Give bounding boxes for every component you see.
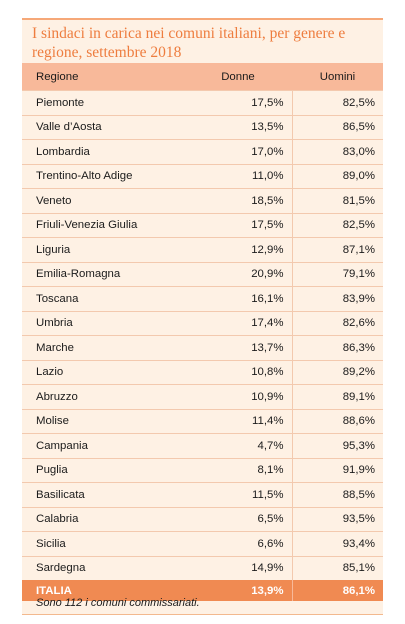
table-row: Sardegna 14,9% 85,1%: [22, 555, 383, 580]
cell-donne: 20,9%: [184, 261, 293, 287]
cell-donne: 13,5%: [184, 114, 293, 140]
cell-donne: 4,7%: [184, 433, 293, 458]
cell-regione: Veneto: [22, 188, 184, 213]
cell-regione: Toscana: [22, 286, 184, 311]
table-row: Abruzzo 10,9% 89,1%: [22, 384, 383, 409]
cell-uomini: 82,5%: [292, 90, 383, 115]
cell-donne: 17,5%: [184, 90, 293, 115]
cell-regione: Marche: [22, 335, 184, 360]
cell-donne: 6,5%: [184, 506, 293, 532]
cell-donne: 6,6%: [184, 531, 293, 556]
table-row: Toscana 16,1% 83,9%: [22, 286, 383, 311]
cell-donne: 13,7%: [184, 335, 293, 360]
cell-uomini: 93,4%: [292, 531, 383, 556]
cell-uomini: 79,1%: [292, 261, 383, 287]
cell-regione: Calabria: [22, 506, 184, 532]
table-row: Piemonte 17,5% 82,5%: [22, 90, 383, 115]
table-row: Molise 11,4% 88,6%: [22, 408, 383, 434]
header-regione: Regione: [22, 63, 184, 91]
cell-regione: Piemonte: [22, 90, 184, 115]
cell-uomini: 82,6%: [292, 310, 383, 336]
table-row: Valle d’Aosta 13,5% 86,5%: [22, 114, 383, 140]
table-title: I sindaci in carica nei comuni italiani,…: [32, 25, 346, 61]
header-row: Regione Donne Uomini: [22, 63, 383, 91]
cell-regione: Campania: [22, 433, 184, 458]
table-row: Emilia-Romagna 20,9% 79,1%: [22, 261, 383, 287]
table-row: Lazio 10,8% 89,2%: [22, 359, 383, 385]
cell-donne: 11,0%: [184, 163, 293, 189]
cell-regione: Emilia-Romagna: [22, 261, 184, 287]
cell-uomini: 93,5%: [292, 506, 383, 532]
cell-regione: Sicilia: [22, 531, 184, 556]
cell-uomini: 89,2%: [292, 359, 383, 385]
total-row: ITALIA 13,9% 86,1%: [22, 580, 383, 601]
cell-uomini: 87,1%: [292, 237, 383, 262]
table-row: Marche 13,7% 86,3%: [22, 335, 383, 360]
cell-uomini: 83,0%: [292, 139, 383, 164]
table-body: Piemonte 17,5% 82,5% Valle d’Aosta 13,5% 86,5…: [22, 90, 383, 580]
table-row: Friuli-Venezia Giulia 17,5% 82,5%: [22, 212, 383, 238]
footnote: Sono 112 i comuni commissariati.: [36, 597, 200, 609]
cell-donne: 17,0%: [184, 139, 293, 164]
total-donne: 13,9%: [184, 580, 293, 601]
cell-donne: 14,9%: [184, 555, 293, 580]
table-row: Basilicata 11,5% 88,5%: [22, 482, 383, 507]
cell-donne: 10,8%: [184, 359, 293, 385]
header-uomini: Uomini: [292, 63, 383, 91]
table-row: Lombardia 17,0% 83,0%: [22, 139, 383, 164]
cell-regione: Basilicata: [22, 482, 184, 507]
cell-regione: Friuli-Venezia Giulia: [22, 212, 184, 238]
cell-regione: Umbria: [22, 310, 184, 336]
cell-uomini: 89,1%: [292, 384, 383, 409]
cell-donne: 11,4%: [184, 408, 293, 434]
cell-regione: Lazio: [22, 359, 184, 385]
total-regione: ITALIA: [22, 580, 184, 601]
cell-regione: Puglia: [22, 457, 184, 483]
table-row: Puglia 8,1% 91,9%: [22, 457, 383, 483]
table-row: Sicilia 6,6% 93,4%: [22, 531, 383, 556]
cell-uomini: 91,9%: [292, 457, 383, 483]
cell-regione: Valle d’Aosta: [22, 114, 184, 140]
cell-uomini: 89,0%: [292, 163, 383, 189]
cell-donne: 8,1%: [184, 457, 293, 483]
cell-regione: Sardegna: [22, 555, 184, 580]
cell-uomini: 88,6%: [292, 408, 383, 434]
table-row: Trentino-Alto Adige 11,0% 89,0%: [22, 163, 383, 189]
cell-regione: Lombardia: [22, 139, 184, 164]
table-row: Umbria 17,4% 82,6%: [22, 310, 383, 336]
cell-donne: 18,5%: [184, 188, 293, 213]
table-row: Calabria 6,5% 93,5%: [22, 506, 383, 532]
cell-uomini: 95,3%: [292, 433, 383, 458]
total-uomini: 86,1%: [292, 580, 383, 601]
cell-regione: Abruzzo: [22, 384, 184, 409]
cell-donne: 10,9%: [184, 384, 293, 409]
cell-donne: 17,4%: [184, 310, 293, 336]
cell-donne: 11,5%: [184, 482, 293, 507]
cell-regione: Trentino-Alto Adige: [22, 163, 184, 189]
table-row: Campania 4,7% 95,3%: [22, 433, 383, 458]
cell-uomini: 82,5%: [292, 212, 383, 238]
table-row: Veneto 18,5% 81,5%: [22, 188, 383, 213]
cell-regione: Liguria: [22, 237, 184, 262]
table-card: I sindaci in carica nei comuni italiani,…: [22, 18, 383, 615]
cell-regione: Molise: [22, 408, 184, 434]
cell-uomini: 88,5%: [292, 482, 383, 507]
header-donne: Donne: [184, 63, 292, 91]
cell-donne: 16,1%: [184, 286, 293, 311]
table-row: Liguria 12,9% 87,1%: [22, 237, 383, 262]
cell-uomini: 85,1%: [292, 555, 383, 580]
cell-uomini: 86,5%: [292, 114, 383, 140]
cell-uomini: 83,9%: [292, 286, 383, 311]
cell-uomini: 81,5%: [292, 188, 383, 213]
cell-uomini: 86,3%: [292, 335, 383, 360]
cell-donne: 12,9%: [184, 237, 293, 262]
sindaci-table: Regione Donne Uomini Piemonte 17,5% 82,5% V…: [22, 63, 383, 601]
cell-donne: 17,5%: [184, 212, 293, 238]
